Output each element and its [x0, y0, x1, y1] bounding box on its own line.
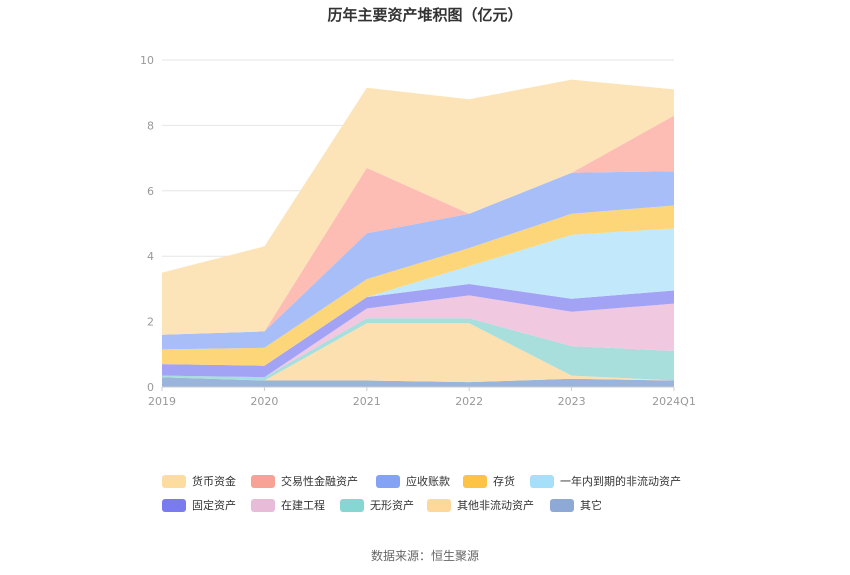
legend-item[interactable]: 一年内到期的非流动资产	[530, 474, 681, 488]
legend-swatch	[162, 499, 186, 512]
legend-item[interactable]: 货币资金	[162, 474, 236, 488]
legend-item[interactable]: 其他非流动资产	[427, 498, 534, 512]
legend-label: 一年内到期的非流动资产	[560, 474, 681, 488]
y-tick-label: 2	[147, 316, 154, 329]
legend-label: 交易性金融资产	[281, 474, 358, 488]
legend-item[interactable]: 无形资产	[340, 498, 414, 512]
legend-label: 其他非流动资产	[457, 498, 534, 512]
area-series-2	[162, 318, 674, 381]
axes: 0 2 4 6 8 10 2019 2020 2021 2022 2023 2024Q1	[140, 54, 696, 408]
legend-label: 存货	[493, 474, 515, 488]
y-tick-label: 10	[140, 54, 154, 67]
area-series-9	[162, 79, 674, 335]
legend-swatch	[162, 475, 186, 488]
area-series-1	[162, 323, 674, 383]
legend-label: 应收账款	[406, 474, 450, 488]
legend-label: 无形资产	[370, 498, 414, 512]
y-tick-label: 8	[147, 119, 154, 132]
legend-item[interactable]: 应收账款	[376, 474, 450, 488]
legend-swatch	[376, 475, 400, 488]
legend-item[interactable]: 其它	[550, 498, 602, 512]
area-series-0	[162, 377, 674, 387]
legend-swatch	[251, 499, 275, 512]
legend-swatch	[463, 475, 487, 488]
x-tick-label: 2022	[455, 395, 483, 408]
legend-label: 固定资产	[192, 498, 236, 512]
legend-swatch	[530, 475, 554, 488]
x-tick-label: 2020	[250, 395, 278, 408]
area-series-4	[162, 284, 674, 378]
area-series-3	[162, 295, 674, 378]
y-tick-label: 0	[147, 381, 154, 394]
x-tick-label: 2019	[148, 395, 176, 408]
x-tick-label: 2021	[353, 395, 381, 408]
legend-item[interactable]: 存货	[463, 474, 515, 488]
area-series-7	[162, 171, 674, 350]
legend-item[interactable]: 固定资产	[162, 498, 236, 512]
legend-swatch	[340, 499, 364, 512]
legend-swatch	[251, 475, 275, 488]
legend-label: 在建工程	[281, 498, 325, 512]
legend-item[interactable]: 交易性金融资产	[251, 474, 358, 488]
legend-swatch	[427, 499, 451, 512]
source-note: 数据来源：恒生聚源	[371, 548, 479, 563]
x-tick-label: 2024Q1	[652, 395, 696, 408]
legend-label: 其它	[580, 498, 602, 512]
legend-label: 货币资金	[192, 474, 236, 488]
legend-item[interactable]: 在建工程	[251, 498, 325, 512]
chart-title: 历年主要资产堆积图（亿元）	[327, 6, 522, 24]
x-tick-label: 2023	[558, 395, 586, 408]
y-tick-label: 4	[147, 250, 154, 263]
area-series-6	[162, 205, 674, 366]
legend-swatch	[550, 499, 574, 512]
area-series-5	[162, 228, 674, 366]
y-tick-label: 6	[147, 185, 154, 198]
area-series	[162, 79, 674, 387]
